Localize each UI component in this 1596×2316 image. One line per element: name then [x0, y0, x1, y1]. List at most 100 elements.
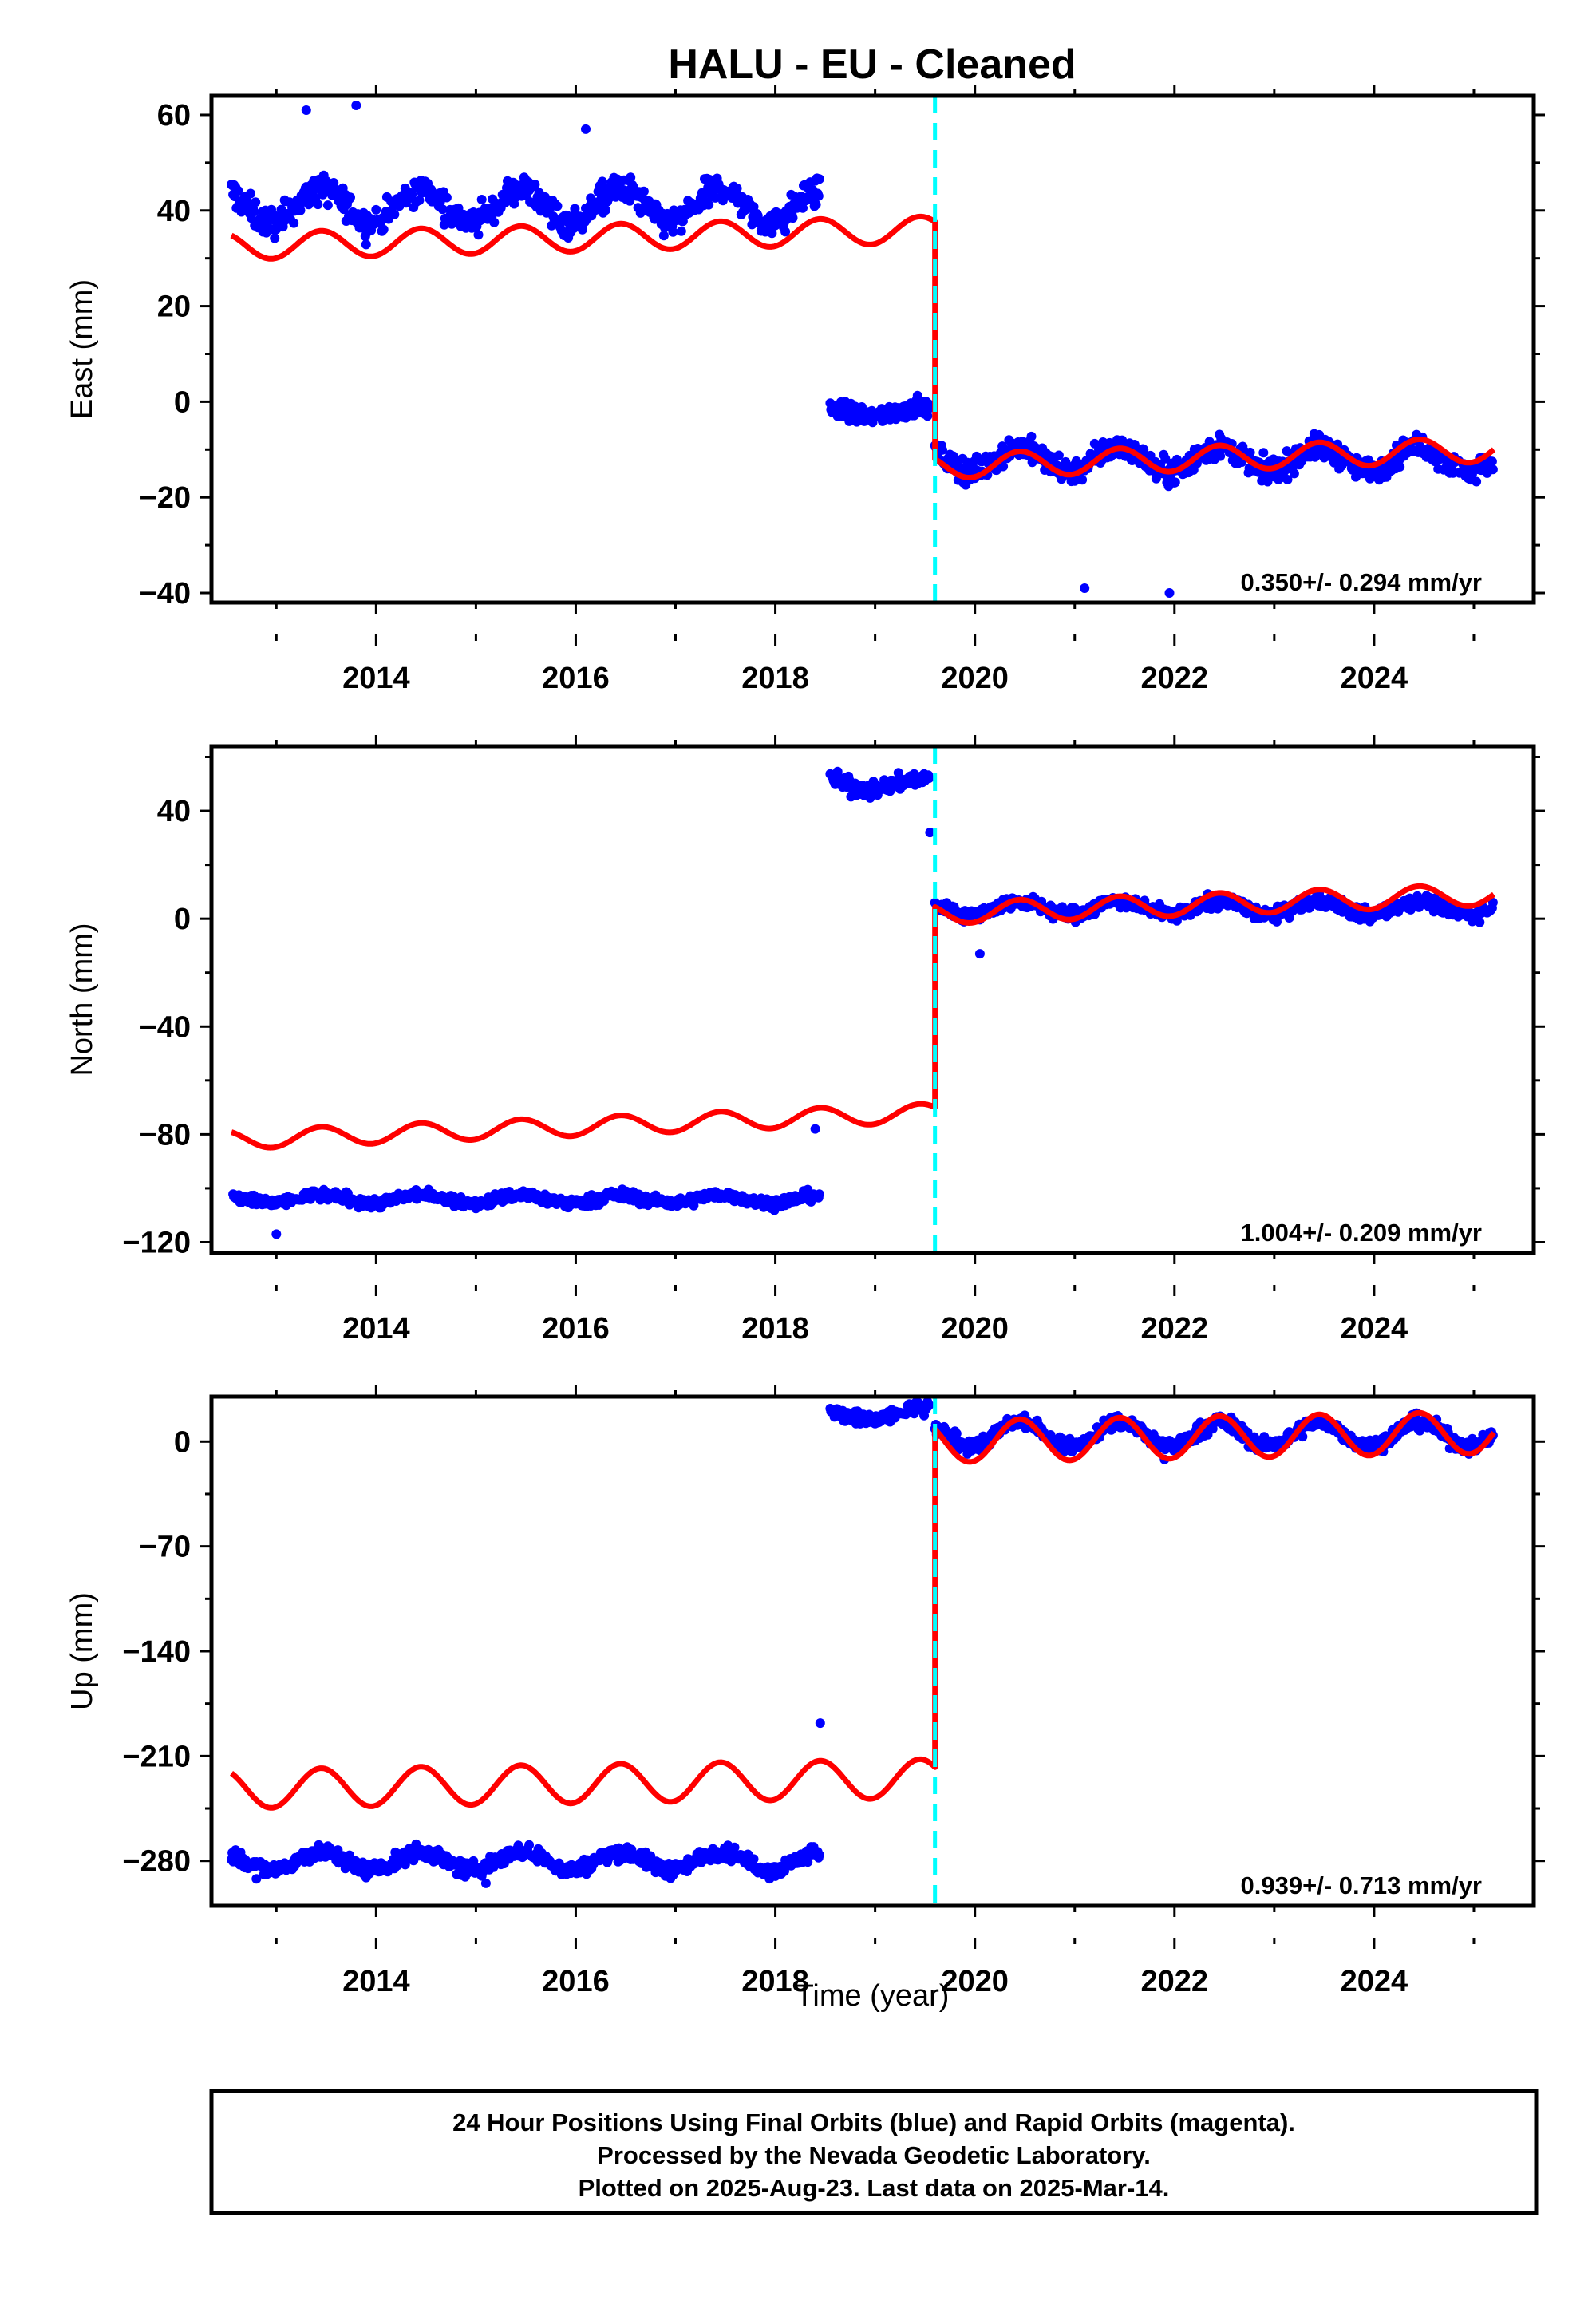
data-point [1207, 1424, 1218, 1434]
east-y-axis-label: East (mm) [65, 279, 99, 419]
data-point [814, 174, 824, 184]
data-point [924, 403, 934, 413]
data-point [249, 207, 259, 217]
data-point [1475, 917, 1485, 927]
data-point [1282, 475, 1293, 484]
data-point [658, 231, 669, 241]
data-point [524, 1840, 535, 1850]
outlier-point [1080, 583, 1090, 593]
x-tick-label: 2018 [741, 1965, 809, 1998]
y-tick-label: 0 [174, 1425, 191, 1459]
north-panel: 2014 2016 2018 2020 2022 2024 −120 −80 −40 0 40 Nor… [65, 735, 1545, 1346]
data-point [601, 205, 610, 215]
data-point [1026, 431, 1037, 441]
y-tick-label: −70 [140, 1531, 191, 1564]
data-point [922, 411, 933, 421]
data-point [998, 461, 1009, 472]
y-tick-label: −210 [122, 1740, 191, 1773]
east-data-points [227, 101, 1498, 598]
up-data-points [227, 1397, 1498, 1888]
outlier-point [351, 101, 361, 110]
data-point [361, 239, 371, 250]
x-tick-label: 2024 [1341, 1965, 1408, 1998]
y-tick-label: 40 [157, 795, 191, 828]
data-point [1077, 475, 1088, 485]
x-tick-label: 2022 [1141, 1312, 1209, 1346]
outlier-point [301, 105, 311, 115]
north-y-axis-label: North (mm) [65, 923, 99, 1076]
data-point [951, 1429, 962, 1439]
data-point [251, 197, 261, 207]
data-point [1262, 476, 1273, 487]
outlier-point [974, 949, 985, 959]
east-model-curve [229, 213, 1496, 480]
x-tick-label: 2022 [1141, 1965, 1209, 1998]
data-point [270, 233, 280, 243]
data-point [530, 180, 540, 190]
data-point [1170, 477, 1180, 488]
y-tick-label: −80 [140, 1118, 191, 1152]
data-point [1289, 468, 1299, 479]
data-point [322, 200, 333, 211]
y-tick-label: 0 [174, 903, 191, 936]
y-tick-label: −120 [122, 1226, 191, 1259]
data-point [1215, 451, 1226, 461]
data-point [597, 176, 607, 187]
data-point [389, 209, 400, 219]
x-tick-label: 2014 [342, 1312, 410, 1346]
up-model-curve [229, 1409, 1496, 1811]
data-point [814, 1850, 824, 1860]
east-rate-label: 0.350+/- 0.294 mm/yr [1241, 568, 1482, 596]
x-axis-label: Time (year) [796, 1979, 950, 2013]
footer-line-2: Processed by the Nevada Geodetic Laborat… [597, 2141, 1151, 2169]
data-point [295, 205, 306, 215]
data-point [1487, 456, 1497, 467]
x-tick-label: 2016 [542, 662, 610, 695]
x-tick-label: 2014 [342, 1965, 410, 1998]
y-tick-label: 40 [157, 195, 191, 228]
outlier-point [251, 1874, 262, 1884]
data-point [811, 200, 821, 210]
data-point [1395, 461, 1405, 472]
outlier-point [581, 124, 591, 134]
data-point [938, 445, 947, 455]
north-frame [209, 744, 1536, 1255]
data-point [749, 1854, 759, 1864]
outlier-point [480, 1878, 491, 1888]
y-tick-label: 20 [157, 290, 191, 324]
data-point [233, 185, 243, 196]
data-point [813, 191, 824, 201]
x-tick-label: 2016 [542, 1965, 610, 1998]
data-point [1258, 448, 1269, 458]
x-tick-label: 2024 [1341, 662, 1408, 695]
up-y-axis-label: Up (mm) [65, 1592, 99, 1710]
chart-title: HALU - EU - Cleaned [668, 41, 1076, 88]
y-tick-label: −20 [140, 481, 191, 515]
data-point [414, 196, 425, 205]
data-point [473, 230, 484, 240]
data-point [476, 195, 487, 204]
data-point [313, 200, 323, 210]
y-tick-label: −280 [122, 1845, 191, 1879]
data-point [1448, 468, 1458, 478]
data-point [1061, 456, 1071, 467]
data-point [704, 200, 714, 210]
data-point [626, 172, 636, 183]
x-tick-label: 2018 [741, 1312, 809, 1346]
x-tick-label: 2014 [342, 662, 410, 695]
east-plot-area [227, 101, 1498, 598]
data-point [1472, 476, 1482, 487]
north-rate-label: 1.004+/- 0.209 mm/yr [1241, 1219, 1482, 1247]
data-point [441, 192, 452, 203]
data-point [803, 1857, 813, 1867]
x-tick-label: 2016 [542, 1312, 610, 1346]
data-point [749, 202, 759, 212]
x-tick-label: 2020 [941, 1965, 1009, 1998]
y-tick-label: 0 [174, 385, 191, 419]
data-point [780, 1866, 789, 1876]
up-rate-label: 0.939+/- 0.713 mm/yr [1241, 1871, 1482, 1899]
x-tick-label: 2020 [941, 1312, 1009, 1346]
x-tick-label: 2022 [1141, 662, 1209, 695]
data-point [780, 227, 791, 237]
